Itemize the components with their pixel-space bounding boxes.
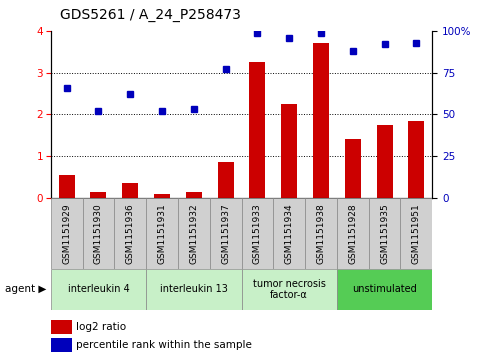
Bar xyxy=(186,192,202,198)
Text: GSM1151938: GSM1151938 xyxy=(316,203,326,264)
Bar xyxy=(122,183,138,198)
Text: GSM1151935: GSM1151935 xyxy=(380,203,389,264)
Bar xyxy=(400,198,432,269)
Bar xyxy=(51,269,146,310)
Bar xyxy=(83,198,114,269)
Bar xyxy=(154,194,170,198)
Text: unstimulated: unstimulated xyxy=(352,285,417,294)
Text: GDS5261 / A_24_P258473: GDS5261 / A_24_P258473 xyxy=(60,8,241,22)
Bar xyxy=(377,125,393,198)
Bar xyxy=(369,198,400,269)
Text: GSM1151931: GSM1151931 xyxy=(157,203,167,264)
Bar xyxy=(345,139,361,198)
Bar xyxy=(51,198,83,269)
Bar xyxy=(273,198,305,269)
Bar xyxy=(146,198,178,269)
Text: GSM1151930: GSM1151930 xyxy=(94,203,103,264)
Bar xyxy=(281,104,297,198)
Text: log2 ratio: log2 ratio xyxy=(76,322,126,332)
Bar xyxy=(90,192,106,198)
Text: tumor necrosis
factor-α: tumor necrosis factor-α xyxy=(253,279,326,300)
Text: GSM1151929: GSM1151929 xyxy=(62,203,71,264)
Bar xyxy=(146,269,242,310)
Bar xyxy=(51,320,72,334)
Bar xyxy=(337,269,432,310)
Bar xyxy=(409,121,425,198)
Text: percentile rank within the sample: percentile rank within the sample xyxy=(76,340,252,350)
Bar xyxy=(337,198,369,269)
Bar xyxy=(51,338,72,352)
Bar xyxy=(313,43,329,198)
Bar xyxy=(305,198,337,269)
Bar xyxy=(218,162,234,198)
Text: GSM1151932: GSM1151932 xyxy=(189,203,199,264)
Bar xyxy=(210,198,242,269)
Bar xyxy=(242,269,337,310)
Text: interleukin 13: interleukin 13 xyxy=(160,285,228,294)
Text: interleukin 4: interleukin 4 xyxy=(68,285,129,294)
Text: GSM1151928: GSM1151928 xyxy=(348,203,357,264)
Text: GSM1151937: GSM1151937 xyxy=(221,203,230,264)
Bar xyxy=(242,198,273,269)
Text: GSM1151936: GSM1151936 xyxy=(126,203,135,264)
Bar xyxy=(58,175,74,198)
Text: agent ▶: agent ▶ xyxy=(5,285,46,294)
Text: GSM1151951: GSM1151951 xyxy=(412,203,421,264)
Bar xyxy=(178,198,210,269)
Bar xyxy=(114,198,146,269)
Bar xyxy=(249,62,265,198)
Text: GSM1151933: GSM1151933 xyxy=(253,203,262,264)
Text: GSM1151934: GSM1151934 xyxy=(284,203,294,264)
